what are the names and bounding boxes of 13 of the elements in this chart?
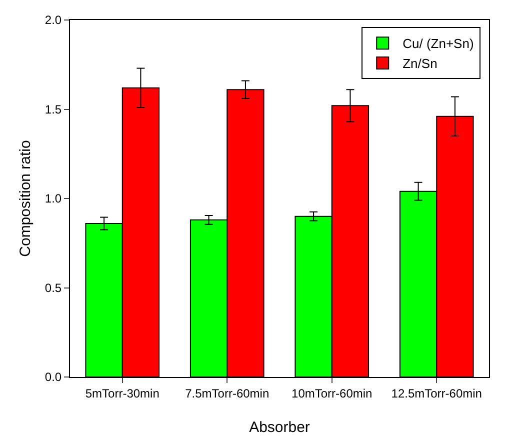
- y-axis-title: Composition ratio: [17, 140, 34, 257]
- x-tick-label: 5mTorr-30min: [85, 386, 160, 400]
- y-tick-label: 1.5: [44, 102, 62, 116]
- y-tick-label: 0.5: [44, 280, 62, 295]
- legend-label: Zn/Sn: [402, 56, 438, 72]
- x-tick-label: 7.5mTorr-60min: [185, 386, 270, 400]
- x-tick-label: 12.5mTorr-60min: [391, 386, 482, 400]
- y-tick-label: 1.0: [44, 192, 62, 206]
- x-axis-title: Absorber: [249, 419, 310, 436]
- x-tick-label: 10mTorr-60min: [292, 386, 372, 400]
- y-tick-label: 0.0: [44, 370, 62, 384]
- y-tick-label: 2.0: [44, 13, 62, 28]
- legend-label: Cu/ (Zn+Sn): [402, 36, 474, 52]
